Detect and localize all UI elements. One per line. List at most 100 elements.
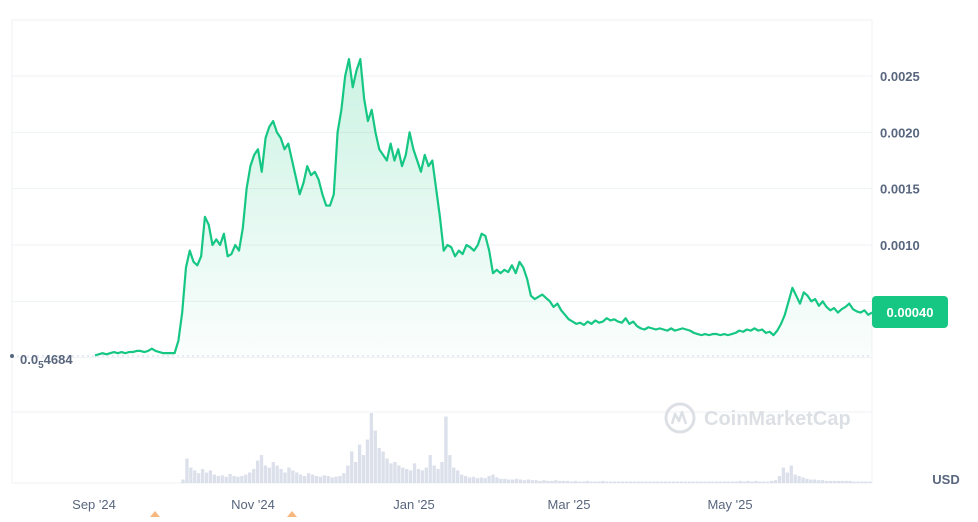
volume-bar <box>844 480 848 483</box>
volume-bar <box>817 480 821 483</box>
volume-bar <box>424 467 428 483</box>
volume-bar <box>660 481 664 483</box>
volume-bar <box>652 481 656 483</box>
volume-bar <box>593 481 597 483</box>
volume-bar <box>832 480 837 483</box>
volume-bar <box>240 476 244 483</box>
volume-bar <box>365 439 370 483</box>
volume-bar <box>514 478 519 483</box>
currency-label: USD <box>932 472 959 487</box>
volume-bar <box>691 481 695 483</box>
volume-bar <box>813 479 817 483</box>
volume-bar <box>212 474 217 483</box>
volume-bar <box>550 480 554 483</box>
volume-bar <box>299 474 303 483</box>
volume-bar <box>828 480 833 483</box>
volume-bar <box>793 474 797 483</box>
volume-bar <box>656 481 660 483</box>
volume-bar <box>585 480 589 483</box>
volume-bar <box>216 476 220 483</box>
volume-bar <box>518 479 523 483</box>
y-axis-ticks: 0.0025 0.0020 0.0015 0.0010 <box>880 69 920 253</box>
volume-bar <box>754 480 758 483</box>
volume-bar <box>456 470 460 483</box>
volume-bar <box>773 480 778 483</box>
volume-bar <box>287 467 291 483</box>
volume-bar <box>428 455 432 483</box>
volume-bar <box>200 469 205 483</box>
volume-bar <box>322 475 326 483</box>
volume-bar <box>805 478 809 483</box>
volume-bar <box>479 477 483 483</box>
volume-bar <box>295 472 299 483</box>
volume-bar <box>263 465 268 483</box>
x-tick-label: May '25 <box>707 497 752 512</box>
volume-bar <box>797 476 801 483</box>
volume-bar <box>581 481 585 483</box>
volume-bar <box>766 481 770 483</box>
volume-bar <box>220 475 224 483</box>
volume-bar <box>251 469 256 483</box>
volume-bar <box>769 480 774 483</box>
x-tick-label: Nov '24 <box>231 497 275 512</box>
volume-bar <box>538 480 542 483</box>
volume-bar <box>197 473 201 483</box>
volume-bar <box>644 481 648 483</box>
volume-bar <box>554 480 558 483</box>
volume-bar <box>620 481 625 483</box>
volume-bar <box>530 480 534 483</box>
volume-bar <box>373 430 377 483</box>
volume-bar <box>734 481 738 483</box>
volume-bar <box>471 476 476 483</box>
volume-bar <box>609 481 613 483</box>
volume-bar <box>385 458 389 483</box>
volume-bar <box>389 463 393 483</box>
volume-bar <box>640 481 644 483</box>
y-tick-label: 0.0025 <box>880 69 920 84</box>
event-marker-1[interactable] <box>150 511 160 517</box>
volume-bar <box>687 481 691 483</box>
volume-bar <box>275 465 279 483</box>
volume-bar <box>781 467 786 483</box>
volume-bar <box>436 469 440 483</box>
coinmarketcap-logo-icon <box>664 402 696 434</box>
current-price-badge-bg <box>872 296 948 328</box>
volume-bar <box>510 479 515 483</box>
volume-bar <box>601 480 605 483</box>
volume-bar <box>228 473 232 483</box>
volume-bar <box>440 462 444 483</box>
coinmarketcap-logo-mark <box>670 410 688 425</box>
volume-bar <box>463 476 468 483</box>
volume-bar <box>699 481 703 483</box>
volume-bar <box>318 476 323 483</box>
volume-bar <box>361 455 366 483</box>
volume-bar <box>730 481 735 483</box>
volume-bar <box>232 476 236 483</box>
volume-bar <box>181 479 185 483</box>
volume-bar <box>408 470 413 483</box>
volume-bar <box>354 462 358 483</box>
volume-bar <box>824 480 829 483</box>
volume-bar <box>577 481 582 483</box>
volume-bar <box>565 480 570 483</box>
volume-bar <box>342 473 346 483</box>
volume-bar <box>569 481 574 483</box>
volume-bar <box>613 481 617 483</box>
event-marker-2[interactable] <box>287 511 297 517</box>
volume-bar <box>573 480 578 483</box>
volume-bar <box>679 481 684 483</box>
volume-bar <box>840 480 844 483</box>
volume-bar <box>244 474 248 483</box>
volume-bar <box>401 467 405 483</box>
volume-bar <box>420 470 425 483</box>
volume-bar <box>310 474 315 483</box>
volume-bar <box>707 481 711 483</box>
watermark-text: CoinMarketCap <box>704 408 851 430</box>
volume-bar <box>589 481 593 483</box>
volume-bar <box>405 469 409 483</box>
volume-bar <box>397 465 401 483</box>
volume-bar <box>628 481 633 483</box>
volume-bars <box>181 413 872 483</box>
